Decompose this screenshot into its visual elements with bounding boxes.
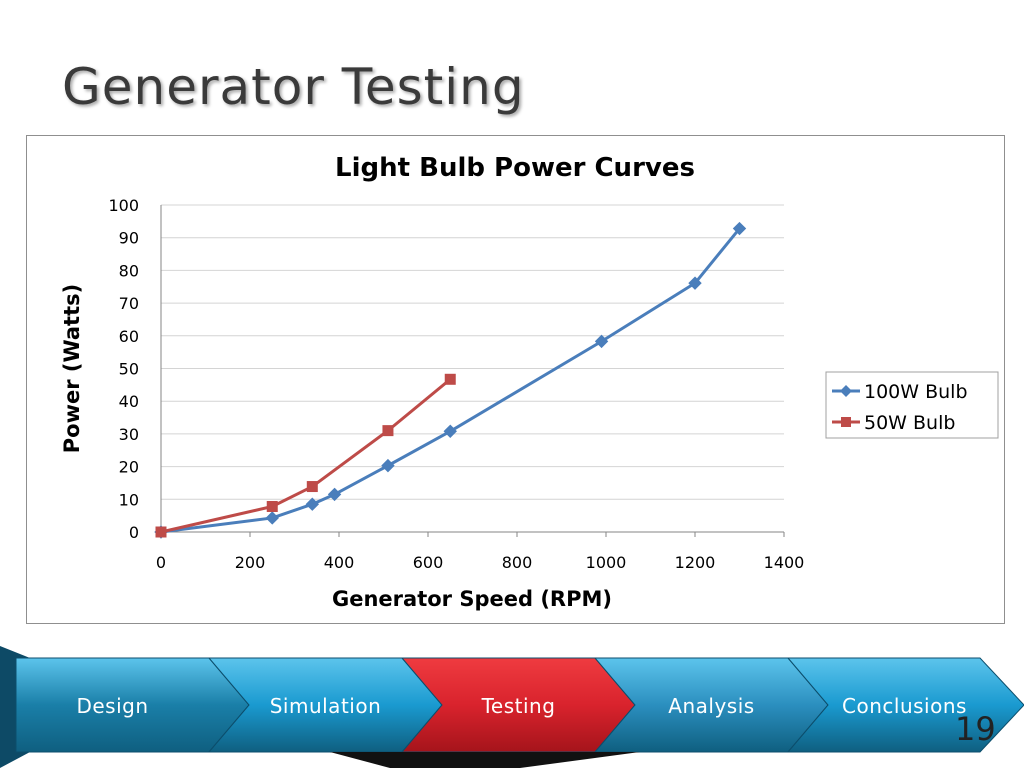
slide-title: Generator Testing: [62, 58, 525, 116]
x-tick-label: 800: [502, 553, 533, 572]
y-tick-label: 100: [108, 196, 139, 215]
legend-label: 50W Bulb: [864, 412, 955, 434]
y-tick-label: 50: [119, 360, 139, 379]
data-point-square: [382, 425, 394, 437]
chart-title: Light Bulb Power Curves: [335, 153, 695, 183]
data-point-square: [444, 373, 456, 385]
process-nav-bar: [0, 646, 1024, 768]
y-tick-label: 40: [119, 392, 139, 411]
power-curves-chart: Light Bulb Power Curves 0 10 20 30 40 50 60 70 80…: [60, 153, 999, 611]
chart-frame: Light Bulb Power Curves 0 10 20 30 40 50 60 70 80…: [26, 135, 1005, 624]
x-tick-label: 200: [235, 553, 266, 572]
y-tick-label: 0: [129, 523, 139, 542]
nav-step-analysis[interactable]: Analysis: [668, 694, 755, 718]
y-axis-title: Power (Watts): [60, 284, 84, 454]
legend-marker-square: [841, 417, 851, 427]
data-point-square: [155, 526, 167, 538]
x-tick-label: 1400: [764, 553, 805, 572]
y-tick-label: 70: [119, 294, 139, 313]
nav-step-design[interactable]: Design: [76, 694, 149, 718]
legend-marker-diamond: [840, 385, 852, 397]
x-tick-label: 600: [413, 553, 444, 572]
y-tick-label: 90: [119, 229, 139, 248]
y-tick-label: 30: [119, 425, 139, 444]
x-tick-label: 1200: [675, 553, 716, 572]
data-point-diamond: [443, 424, 457, 438]
data-point-square: [266, 500, 278, 512]
nav-step-testing[interactable]: Testing: [481, 694, 556, 718]
x-tick-label: 0: [156, 553, 166, 572]
data-point-diamond: [688, 276, 702, 290]
data-point-diamond: [327, 487, 342, 502]
data-point-diamond: [265, 511, 279, 525]
y-tick-label: 10: [119, 490, 139, 509]
y-tick-label: 60: [119, 327, 139, 346]
nav-step-simulation[interactable]: Simulation: [269, 694, 382, 718]
data-point-diamond: [732, 221, 747, 236]
x-axis-title: Generator Speed (RPM): [332, 587, 612, 611]
legend-box: [825, 371, 999, 439]
x-tick-label: 1000: [586, 553, 627, 572]
y-tick-label: 80: [119, 261, 139, 280]
data-point-diamond: [594, 334, 609, 349]
data-point-square: [306, 481, 318, 493]
nav-step-conclusions[interactable]: Conclusions: [842, 694, 967, 718]
data-point-diamond: [305, 497, 320, 511]
x-tick-label: 400: [324, 553, 355, 572]
page-number: 19: [955, 710, 996, 748]
data-point-diamond: [381, 458, 395, 473]
nav-bottom-swoosh: [330, 752, 640, 768]
nav-step-chevron: [786, 657, 1024, 753]
legend-label: 100W Bulb: [864, 381, 968, 403]
y-tick-label: 20: [119, 458, 139, 477]
